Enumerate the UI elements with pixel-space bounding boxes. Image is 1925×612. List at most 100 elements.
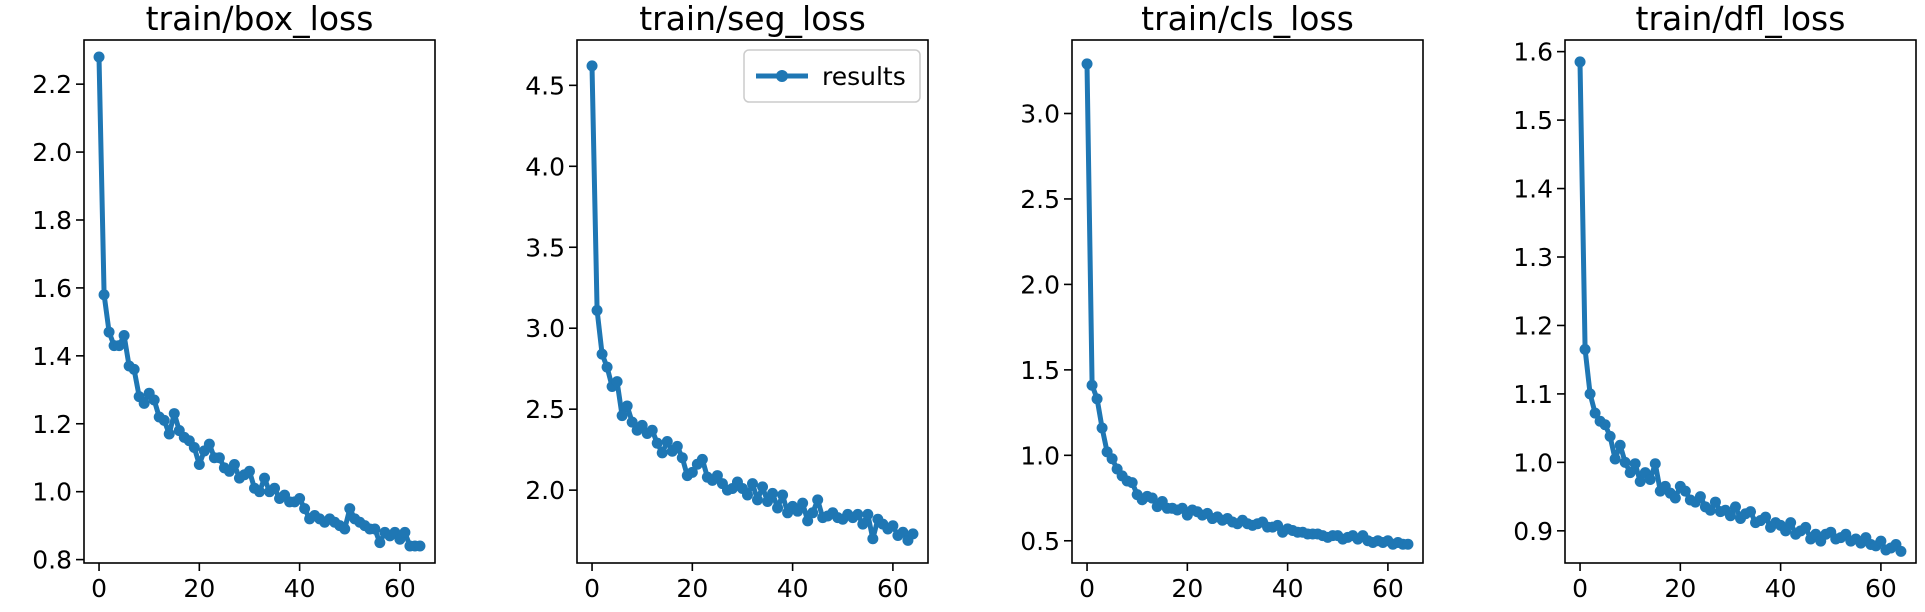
series-line-results — [1084, 63, 1408, 547]
data-point — [1649, 458, 1661, 470]
axes-frame — [1564, 39, 1917, 564]
data-point — [777, 489, 789, 501]
data-point — [254, 486, 265, 498]
data-point — [1745, 506, 1757, 518]
y-tick-label: 3.0 — [525, 314, 565, 343]
y-tick-label: 2.0 — [1020, 270, 1060, 299]
data-point — [1604, 430, 1616, 442]
data-point — [661, 436, 673, 448]
data-point — [1574, 56, 1586, 68]
data-point — [636, 419, 648, 431]
data-point — [656, 447, 668, 459]
x-tick-label: 60 — [1865, 574, 1897, 603]
data-point — [294, 492, 306, 504]
y-tick-label: 1.2 — [1513, 311, 1553, 340]
data-point — [867, 533, 879, 545]
data-point — [747, 478, 758, 490]
y-tick-label: 1.6 — [32, 274, 72, 303]
y-tick-label: 0.8 — [32, 546, 72, 575]
data-point — [897, 526, 909, 538]
data-point — [646, 424, 658, 436]
y-tick-label: 1.4 — [32, 342, 72, 371]
y-tick-label: 1.6 — [1513, 38, 1553, 67]
data-point — [1081, 58, 1093, 70]
data-point — [228, 459, 240, 471]
data-point — [193, 459, 205, 471]
data-point — [1096, 422, 1108, 434]
y-tick-label: 1.4 — [1513, 175, 1553, 204]
y-tick-label: 1.2 — [32, 410, 72, 439]
y-tick-label: 1.5 — [1513, 106, 1553, 135]
data-point — [1679, 485, 1691, 497]
data-point — [1086, 379, 1098, 391]
data-point — [792, 505, 804, 517]
data-point — [1609, 453, 1621, 465]
x-tick-label: 20 — [183, 574, 215, 603]
data-point — [626, 416, 638, 428]
data-point — [399, 526, 411, 538]
data-point — [1589, 407, 1601, 419]
y-tick-label: 1.3 — [1513, 243, 1553, 272]
data-point — [772, 502, 784, 514]
data-point — [259, 472, 271, 484]
y-tick-label: 0.9 — [1513, 517, 1553, 546]
x-tick-label: 60 — [877, 574, 909, 603]
data-point — [414, 540, 426, 552]
legend: results — [743, 49, 921, 103]
data-point — [103, 326, 115, 338]
data-point — [1599, 419, 1611, 431]
x-tick-label: 40 — [1272, 574, 1304, 603]
x-tick-label: 0 — [1079, 574, 1095, 603]
data-point — [696, 453, 708, 465]
data-point — [862, 508, 874, 520]
data-point — [857, 518, 869, 530]
data-point — [1584, 388, 1596, 400]
data-point — [188, 442, 200, 454]
data-point — [1800, 521, 1812, 533]
data-point — [586, 60, 598, 72]
data-point — [299, 503, 311, 515]
chart-title: train/cls_loss — [1141, 0, 1354, 38]
data-point — [767, 487, 779, 499]
data-point — [243, 465, 255, 477]
data-point — [711, 470, 723, 482]
x-tick-label: 40 — [1765, 574, 1797, 603]
data-point — [1875, 535, 1887, 547]
data-point — [1704, 504, 1716, 516]
axes-frame — [1071, 39, 1424, 564]
y-tick-label: 1.5 — [1020, 356, 1060, 385]
y-tick-label: 1.0 — [1513, 448, 1553, 477]
data-point — [1629, 458, 1641, 470]
x-tick-label: 60 — [1372, 574, 1404, 603]
data-point — [1895, 545, 1907, 557]
x-tick-label: 20 — [676, 574, 708, 603]
data-point — [118, 329, 130, 341]
chart-title: train/seg_loss — [639, 0, 866, 38]
data-point — [1091, 393, 1103, 405]
y-tick-label: 2.2 — [32, 70, 72, 99]
data-point — [203, 438, 215, 450]
data-point — [269, 482, 281, 494]
y-tick-label: 2.5 — [1020, 185, 1060, 214]
chart-panel-1: train/box_loss 0.8 1.0 1.2 1.4 1.6 1.8 2.0 2.2 0 2… — [32, 0, 436, 603]
data-point — [596, 348, 608, 360]
chart-panel-4: train/dfl_loss 0.9 1.0 1.1 1.2 1.3 1.4 1.5 1.6 0 2… — [1513, 0, 1917, 603]
legend-box — [743, 49, 921, 103]
legend-label: results — [822, 62, 906, 91]
y-tick-label: 3.0 — [1020, 99, 1060, 128]
data-point — [213, 452, 225, 464]
data-point — [621, 400, 633, 412]
data-point — [1760, 511, 1772, 523]
data-point — [1785, 517, 1797, 529]
data-point — [1634, 476, 1646, 488]
y-tick-label: 4.5 — [525, 71, 565, 100]
series-line-results — [1577, 61, 1904, 553]
y-tick-label: 4.0 — [525, 152, 565, 181]
data-point — [113, 340, 125, 352]
data-point — [1619, 456, 1631, 468]
data-point — [591, 304, 603, 316]
data-point — [741, 489, 753, 501]
legend-marker — [776, 70, 788, 82]
x-tick-label: 20 — [1664, 574, 1696, 603]
